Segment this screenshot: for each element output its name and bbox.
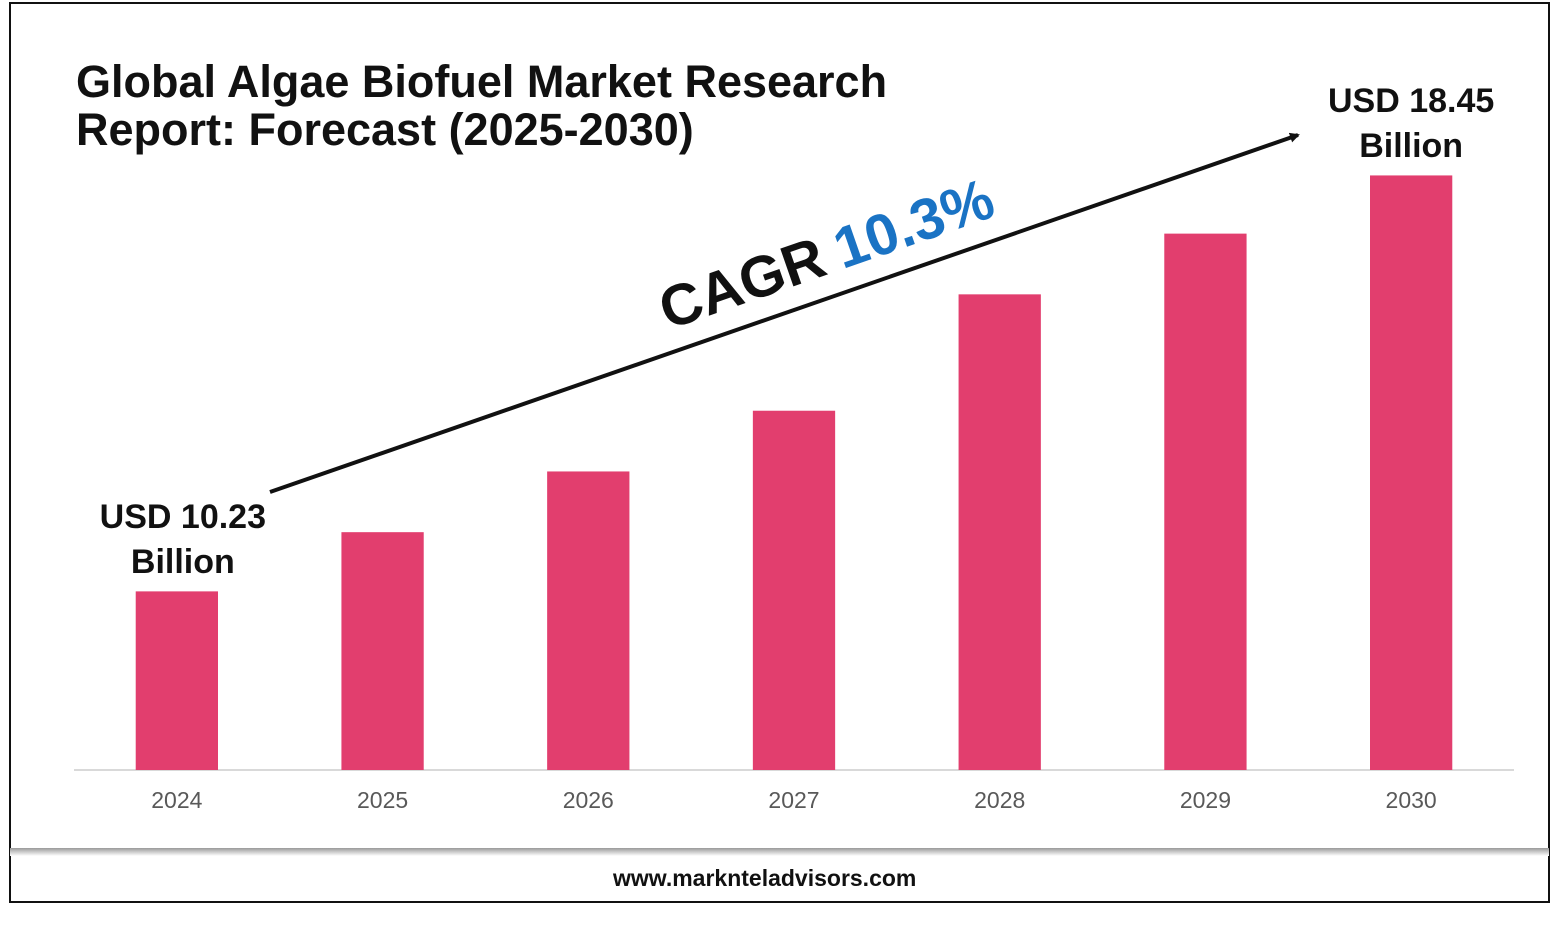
- frame: [9, 2, 1550, 903]
- bar: [341, 532, 424, 770]
- cagr-text: CAGR: [651, 225, 834, 343]
- x-tick-label: 2029: [1180, 787, 1231, 813]
- bar: [958, 294, 1041, 770]
- growth-arrow: [269, 132, 1300, 494]
- bar: [752, 410, 836, 770]
- footer-divider: [10, 848, 1549, 856]
- value-label: USD 10.23 Billion: [99, 498, 266, 582]
- bar: [1164, 233, 1247, 771]
- chart-title: Global Algae Biofuel Market Research Rep…: [76, 56, 888, 155]
- x-tick-label: 2026: [563, 787, 614, 813]
- x-tick-label: 2027: [768, 787, 819, 813]
- x-tick-label: 2030: [1386, 787, 1437, 813]
- bar: [1370, 175, 1453, 771]
- cagr-value: 10.3%: [825, 166, 1002, 281]
- source: www.marknteladvisors.com: [613, 865, 917, 891]
- bar: [135, 591, 218, 770]
- value-label: USD 18.45 Billion: [1327, 82, 1495, 166]
- x-tick-label: 2025: [357, 787, 408, 813]
- bar: [547, 471, 630, 770]
- x-tick-label: 2028: [974, 787, 1025, 813]
- x-tick-label: 2024: [151, 787, 202, 813]
